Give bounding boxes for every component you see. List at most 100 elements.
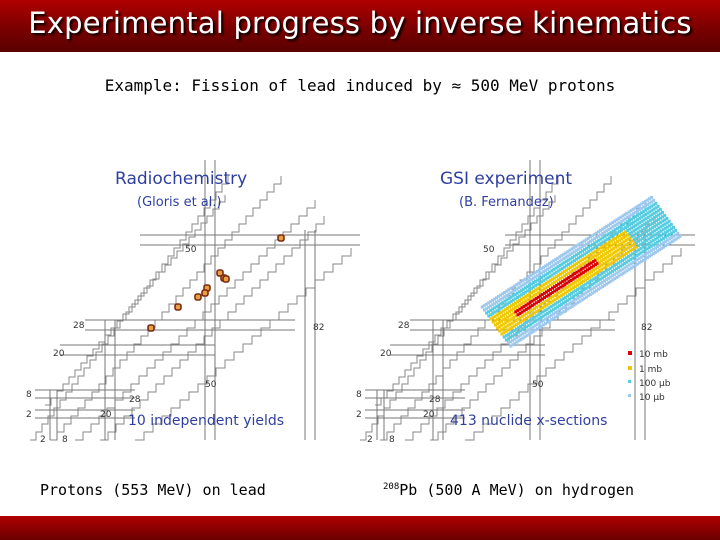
- cross-section-cell: [553, 293, 557, 297]
- cross-section-cell: [507, 292, 511, 296]
- cross-section-cell: [618, 251, 622, 255]
- cross-section-cell: [523, 282, 527, 286]
- cross-section-cell: [599, 286, 603, 290]
- cross-section-cell: [618, 238, 622, 242]
- cross-section-cell: [612, 264, 616, 268]
- cross-section-cell: [659, 238, 663, 242]
- cross-section-cell: [637, 252, 641, 256]
- cross-section-cell: [542, 287, 546, 291]
- magic-label-z8: 8: [389, 435, 395, 445]
- cross-section-cell: [579, 272, 583, 276]
- cross-section-cell: [508, 322, 512, 326]
- cross-section-cell: [560, 307, 564, 311]
- cross-section-cell: [603, 234, 607, 238]
- cross-section-cell: [642, 218, 646, 222]
- cross-section-cell: [632, 220, 636, 224]
- cross-section-cell: [656, 249, 660, 253]
- cross-section-cell: [589, 252, 593, 256]
- cross-section-cell: [575, 262, 579, 266]
- cross-section-cell: [633, 210, 637, 214]
- cross-section-cell: [546, 271, 550, 275]
- staircase-boundary: [45, 195, 226, 406]
- cross-section-cell: [502, 318, 506, 322]
- cross-section-cell: [582, 279, 586, 283]
- cross-section-cell: [495, 300, 499, 304]
- cross-section-cell: [545, 303, 549, 307]
- cross-section-cell: [510, 317, 514, 321]
- cross-section-cell: [536, 291, 540, 295]
- cross-section-cell: [595, 257, 599, 261]
- cross-section-cell: [528, 301, 532, 305]
- cross-section-cell: [624, 247, 628, 251]
- cross-section-cell: [655, 240, 659, 244]
- cross-section-cell: [550, 269, 554, 273]
- cross-section-cell: [568, 248, 572, 252]
- magic-label-z50: 50: [205, 380, 217, 390]
- chart-of-nuclides-frame: [30, 176, 352, 441]
- cross-section-cell: [519, 329, 523, 333]
- cross-section-cell: [536, 300, 540, 304]
- cross-section-cell: [608, 245, 611, 249]
- cross-section-cell: [593, 254, 597, 258]
- cross-section-cell: [657, 222, 661, 226]
- cross-section-cell: [531, 330, 535, 333]
- cross-section-cell: [596, 261, 600, 265]
- cross-section-cell: [555, 292, 559, 296]
- cross-section-cell: [565, 277, 569, 281]
- cross-section-cell: [633, 251, 637, 254]
- cross-section-cell: [629, 253, 633, 257]
- cross-section-cell: [559, 289, 563, 293]
- cross-section-cell: [566, 250, 570, 254]
- cross-section-cell: [538, 294, 542, 298]
- cross-section-cell: [604, 260, 608, 264]
- cross-section-cell: [598, 282, 602, 286]
- cross-section-cell: [527, 279, 531, 283]
- cross-section-cell: [604, 269, 608, 273]
- cross-section-cell: [583, 252, 587, 256]
- cross-section-cell: [615, 227, 619, 230]
- cross-section-cell: [569, 266, 573, 269]
- cross-section-cell: [672, 225, 675, 229]
- cross-section-cell: [594, 271, 598, 275]
- cross-section-cell: [549, 313, 553, 317]
- cross-section-cell: [537, 321, 541, 325]
- cross-section-cell: [642, 205, 645, 209]
- cross-section-cell: [562, 270, 566, 273]
- cross-section-cell: [513, 333, 517, 337]
- cross-section-cell: [568, 297, 572, 301]
- cross-section-cell: [502, 326, 506, 330]
- cross-section-cell: [609, 231, 613, 234]
- cross-section-cell: [650, 200, 654, 204]
- cross-section-cell: [535, 274, 539, 278]
- cross-section-cell: [501, 309, 505, 313]
- cross-section-cell: [663, 213, 667, 217]
- cross-section-cell: [581, 271, 585, 275]
- cross-section-cell: [607, 240, 611, 244]
- cross-section-cell: [512, 311, 516, 315]
- cross-section-cell: [534, 292, 538, 296]
- cross-section-cell: [545, 294, 549, 298]
- cross-section-cell: [506, 332, 510, 336]
- cross-section-cell: [570, 304, 574, 308]
- cross-section-cell: [602, 253, 605, 257]
- cross-section-cell: [547, 302, 551, 306]
- cross-section-cell: [625, 269, 629, 273]
- cross-section-cell: [515, 287, 519, 291]
- cross-section-cell: [661, 210, 664, 214]
- cross-section-heatmap: [480, 195, 682, 348]
- cross-section-cell: [665, 229, 669, 233]
- cross-section-cell: [585, 246, 589, 250]
- cross-section-cell: [593, 245, 597, 249]
- cross-section-cell: [570, 291, 573, 295]
- cross-section-cell: [584, 287, 588, 290]
- cross-section-cell: [627, 255, 631, 258]
- cross-section-cell: [569, 270, 573, 274]
- cross-section-cell: [511, 290, 515, 293]
- cross-section-cell: [646, 211, 650, 215]
- cross-section-cell: [563, 295, 567, 299]
- cross-section-cell: [584, 274, 587, 278]
- cross-section-cell: [612, 242, 616, 246]
- cross-section-cell: [648, 197, 651, 201]
- cross-section-cell: [586, 281, 590, 285]
- cross-section-cell: [605, 246, 609, 250]
